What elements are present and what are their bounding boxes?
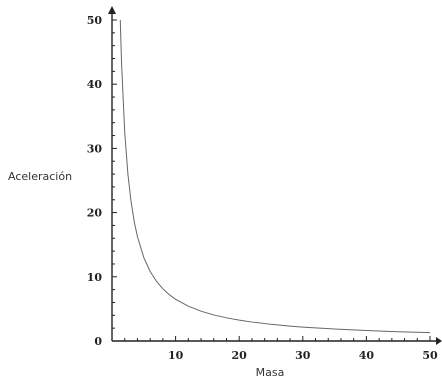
series-line-0 bbox=[119, 19, 431, 334]
y-axis-label: Aceleración bbox=[8, 170, 72, 183]
x-axis-label: Masa bbox=[256, 366, 285, 379]
x-tick-label: 30 bbox=[295, 349, 311, 362]
y-tick-label: 50 bbox=[87, 14, 103, 27]
y-tick-label: 20 bbox=[87, 207, 103, 220]
x-tick-label: 50 bbox=[422, 349, 438, 362]
x-tick-label: 10 bbox=[168, 349, 184, 362]
y-tick-label: 30 bbox=[87, 142, 103, 155]
y-tick-label: 40 bbox=[87, 78, 103, 91]
axes bbox=[108, 6, 442, 345]
x-tick-label: 40 bbox=[359, 349, 375, 362]
ticks: 10 20 30 40 50 0 10 20 30 40 50 bbox=[87, 14, 438, 362]
x-axis-arrow-icon bbox=[436, 337, 442, 345]
y-tick-label: 0 bbox=[94, 335, 102, 348]
x-tick-label: 20 bbox=[232, 349, 248, 362]
y-axis-arrow-icon bbox=[108, 6, 116, 14]
y-tick-label: 10 bbox=[87, 271, 103, 284]
curve-layer bbox=[119, 19, 431, 334]
